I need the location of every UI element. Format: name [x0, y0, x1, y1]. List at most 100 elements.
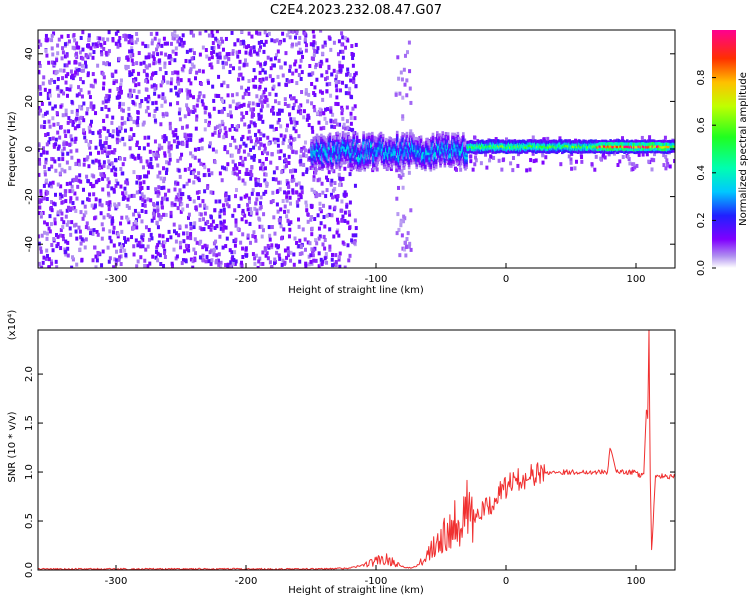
heatmap-cell — [87, 164, 91, 169]
heatmap-cell — [74, 177, 78, 182]
heatmap-cell — [431, 135, 435, 139]
heatmap-cell — [440, 160, 443, 164]
heatmap-cell — [662, 153, 666, 158]
heatmap-cell — [114, 167, 118, 172]
heatmap-cell — [371, 141, 374, 145]
heatmap-cell — [243, 122, 247, 127]
heatmap-cell — [135, 32, 139, 37]
heatmap-cell — [83, 157, 87, 162]
heatmap-cell — [68, 226, 72, 231]
heatmap-cell — [346, 125, 350, 130]
heatmap-cell — [295, 30, 299, 33]
heatmap-cell — [278, 156, 282, 161]
heatmap-cell — [276, 49, 280, 54]
heatmap-cell — [84, 139, 88, 144]
heatmap-cell — [81, 80, 85, 85]
heatmap-cell — [128, 34, 132, 39]
heatmap-cell — [146, 170, 150, 175]
heatmap-cell — [214, 245, 218, 250]
heatmap-cell — [102, 160, 106, 165]
heatmap-cell — [603, 155, 607, 160]
heatmap-cell — [111, 115, 115, 120]
heatmap-cell — [39, 91, 43, 96]
heatmap-cell — [240, 103, 244, 108]
heatmap-cell — [50, 38, 54, 43]
heatmap-cell — [259, 142, 263, 147]
heatmap-cell — [181, 207, 185, 212]
heatmap-cell — [308, 241, 312, 246]
heatmap-cell — [269, 265, 273, 268]
heatmap-cell — [290, 178, 294, 183]
heatmap-cell — [164, 192, 168, 197]
heatmap-cell — [85, 54, 89, 59]
heatmap-cell — [362, 133, 365, 137]
heatmap-cell — [77, 92, 81, 97]
heatmap-cell — [42, 125, 46, 130]
heatmap-cell — [164, 52, 168, 57]
heatmap-cell — [236, 226, 240, 231]
heatmap-cell — [451, 132, 454, 136]
heatmap-cell — [361, 158, 364, 162]
heatmap-cell — [406, 137, 410, 141]
heatmap-cell — [81, 116, 85, 121]
heatmap-cell — [620, 136, 624, 141]
heatmap-cell — [132, 244, 136, 249]
heatmap-cell — [106, 37, 110, 42]
heatmap-cell — [307, 254, 311, 259]
heatmap-cell — [316, 178, 320, 183]
heatmap-cell — [193, 258, 197, 263]
heatmap-cell — [89, 231, 93, 236]
heatmap-cell — [120, 121, 124, 126]
heatmap-cell — [243, 91, 247, 96]
heatmap-cell — [202, 173, 206, 178]
heatmap-cell — [229, 264, 233, 268]
heatmap-cell — [193, 221, 197, 226]
heatmap-cell — [253, 206, 257, 211]
heatmap-cell — [276, 245, 280, 250]
heatmap-cell — [146, 96, 150, 101]
heatmap-cell — [665, 158, 669, 163]
heatmap-cell — [313, 108, 317, 113]
heatmap-cell — [277, 101, 281, 106]
heatmap-cell — [108, 62, 112, 67]
heatmap-cell — [193, 147, 197, 152]
heatmap-cell — [229, 231, 233, 236]
heatmap-cell — [78, 229, 82, 234]
heatmap-cell — [126, 34, 130, 39]
heatmap-cell — [106, 165, 110, 170]
heatmap-cell — [407, 159, 411, 163]
heatmap-cell — [247, 196, 251, 201]
heatmap-cell — [126, 65, 130, 70]
heatmap-cell — [312, 136, 316, 140]
heatmap-cell — [139, 244, 143, 249]
heatmap-cell — [248, 240, 252, 245]
heatmap-cell — [396, 185, 400, 190]
heatmap-cell — [287, 138, 291, 143]
heatmap-cell — [354, 159, 358, 163]
heatmap-cell — [235, 102, 239, 107]
heatmap-cell — [491, 150, 494, 154]
heatmap-cell — [44, 178, 48, 183]
heatmap-cell — [335, 230, 339, 235]
heatmap-cell — [673, 158, 675, 163]
heatmap-cell — [286, 209, 290, 214]
heatmap-cell — [219, 208, 223, 213]
heatmap-cell — [321, 167, 324, 171]
heatmap-cell — [138, 175, 142, 180]
heatmap-cell — [110, 168, 114, 173]
heatmap-cell — [318, 107, 322, 112]
heatmap-cell — [220, 109, 224, 114]
heatmap-cell — [647, 159, 651, 164]
heatmap-cell — [626, 154, 630, 159]
heatmap-cell — [223, 166, 227, 171]
heatmap-cell — [231, 261, 235, 266]
heatmap-cell — [206, 219, 210, 224]
heatmap-cell — [218, 214, 222, 219]
heatmap-cell — [618, 159, 622, 164]
heatmap-cell — [352, 138, 356, 142]
heatmap-cell — [133, 102, 137, 107]
heatmap-cell — [311, 162, 315, 166]
heatmap-cell — [594, 154, 598, 159]
heatmap-cell — [44, 160, 48, 165]
heatmap-cell — [349, 78, 353, 83]
